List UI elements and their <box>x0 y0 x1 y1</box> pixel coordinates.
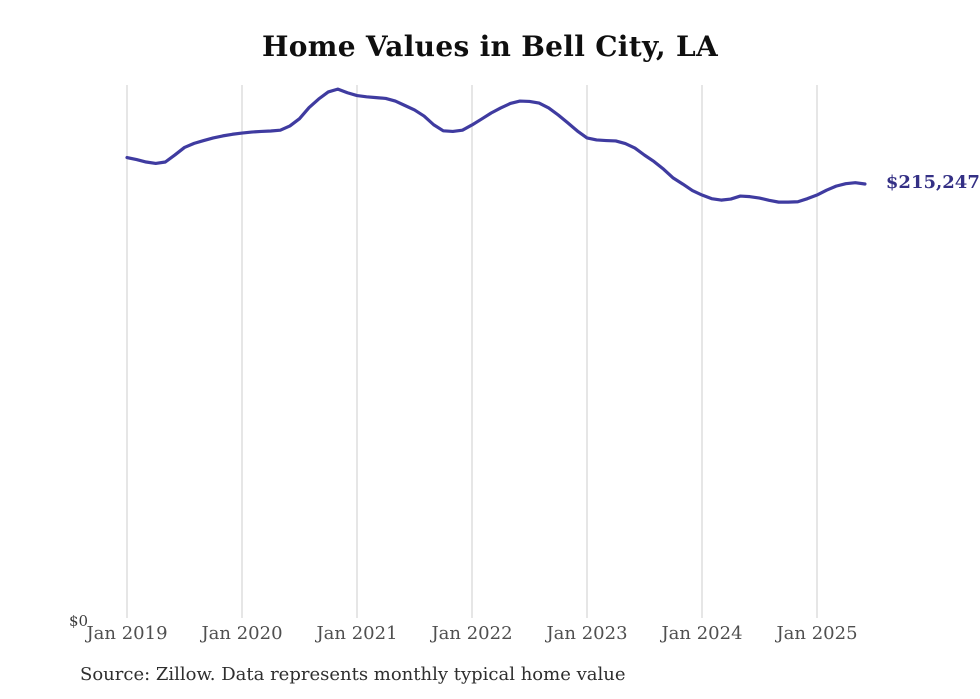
x-tick-label: Jan 2019 <box>86 623 168 644</box>
x-tick-label: Jan 2021 <box>316 623 398 644</box>
x-tick-label: Jan 2022 <box>431 623 513 644</box>
chart-title: Home Values in Bell City, LA <box>262 30 718 63</box>
x-tick-label: Jan 2025 <box>776 623 858 644</box>
home-value-line <box>125 87 867 204</box>
source-note: Source: Zillow. Data represents monthly … <box>80 664 626 685</box>
y-axis-zero-label: $0 <box>69 612 89 630</box>
latest-value-label: $215,247 <box>885 172 980 193</box>
x-tick-label: Jan 2020 <box>201 623 283 644</box>
x-tick-label: Jan 2024 <box>661 623 743 644</box>
x-tick-label: Jan 2023 <box>546 623 628 644</box>
